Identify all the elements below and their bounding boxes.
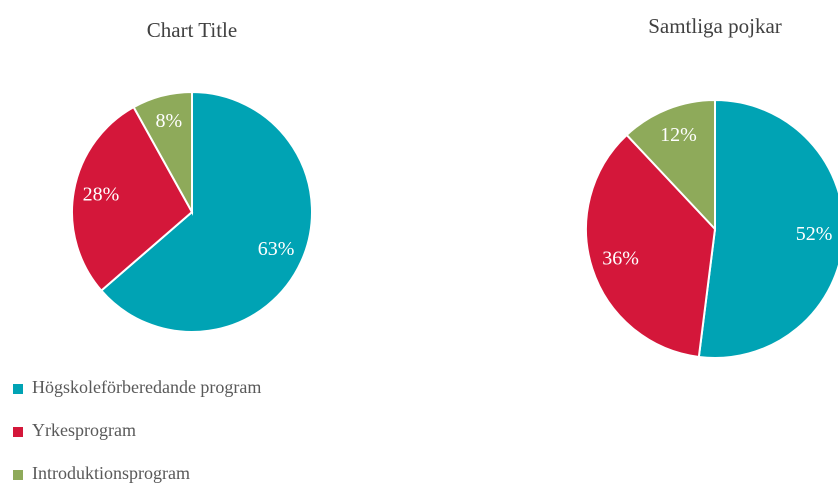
- legend-label: Högskoleförberedande program: [32, 377, 261, 397]
- pie-slice: [132, 90, 193, 216]
- data-label: 36%: [602, 247, 639, 269]
- data-label: 28%: [83, 184, 120, 206]
- legend-swatch: [13, 384, 23, 394]
- data-label: 63%: [258, 238, 295, 260]
- pie-slice: [71, 105, 194, 292]
- chart-title: Samtliga pojkar: [648, 14, 782, 38]
- legend-swatch: [13, 427, 23, 437]
- pie-slice: [585, 133, 717, 359]
- data-label: 52%: [796, 223, 833, 245]
- pie-slice: [625, 98, 716, 232]
- pie-slice: [99, 90, 313, 333]
- pie-slice: [697, 98, 838, 359]
- chart-title: Chart Title: [147, 18, 237, 42]
- data-label: 8%: [155, 110, 182, 132]
- legend-label: Yrkesprogram: [32, 420, 136, 440]
- legend-swatch: [13, 470, 23, 480]
- legend-label: Introduktionsprogram: [32, 463, 190, 483]
- data-label: 12%: [660, 124, 697, 146]
